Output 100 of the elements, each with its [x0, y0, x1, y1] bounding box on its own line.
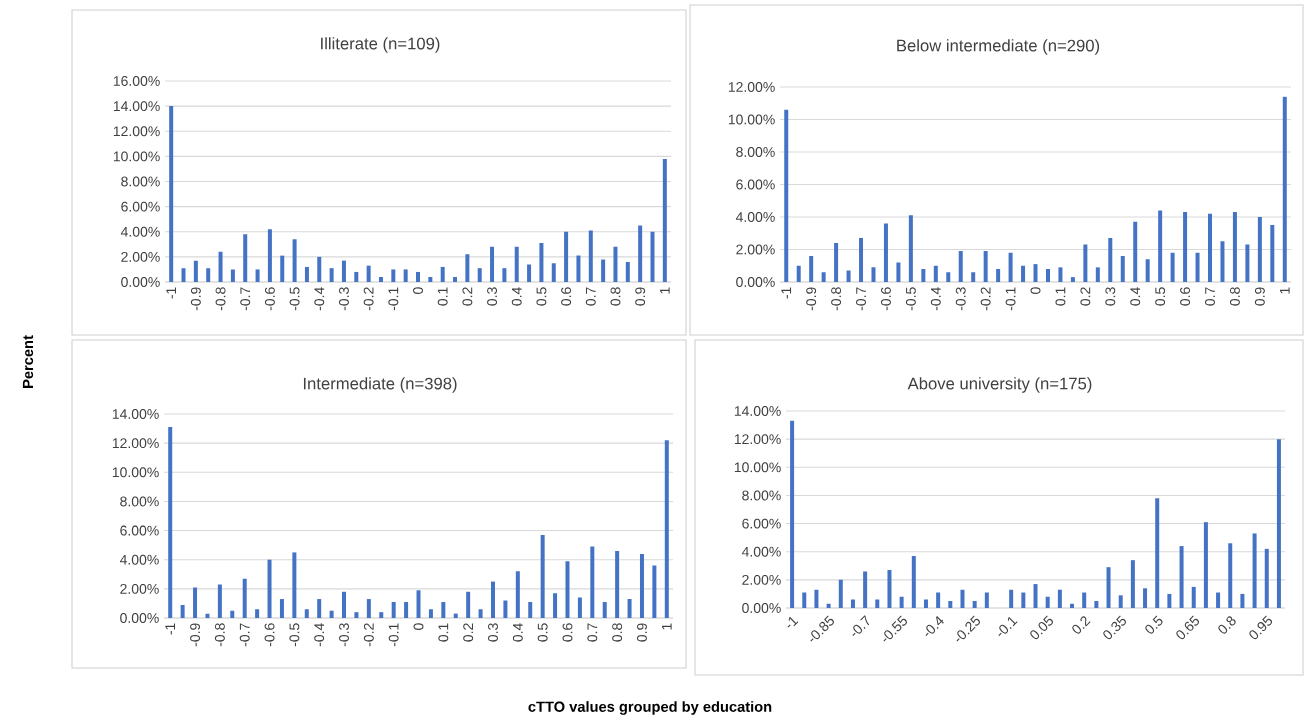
x-tick-label: 0.8	[610, 287, 621, 306]
bar	[539, 243, 544, 282]
bar	[662, 158, 667, 282]
bar	[1170, 252, 1175, 282]
y-tick-label: 16.00%	[113, 76, 160, 86]
bar	[1045, 269, 1050, 282]
x-tick-label: -0.2	[363, 623, 374, 647]
bar	[1252, 533, 1257, 608]
bar	[933, 265, 938, 282]
bar	[1158, 210, 1163, 282]
x-tick-label: -0.5	[289, 623, 300, 647]
y-tick-label: 6.00%	[736, 179, 775, 190]
x-tick-label: -0.7	[240, 287, 251, 311]
x-tick-label: -0.3	[339, 623, 349, 647]
bar	[1155, 498, 1160, 608]
bar	[267, 229, 272, 282]
x-tick-label: 0.2	[1072, 616, 1091, 634]
x-tick-label: -0.1	[998, 616, 1018, 636]
x-tick-label: -1	[781, 287, 792, 299]
bar	[972, 600, 977, 608]
x-tick-label: 0.7	[587, 623, 598, 642]
x-tick-label: 0	[1030, 287, 1041, 294]
x-tick-label: 0.4	[1130, 287, 1141, 306]
bar	[490, 581, 495, 618]
bar	[1145, 259, 1150, 282]
x-tick-label: 0.6	[562, 623, 573, 642]
x-tick-label: -0.7	[856, 287, 866, 311]
bar	[181, 268, 186, 282]
bar	[1143, 588, 1148, 608]
bar	[1070, 277, 1075, 282]
bar	[1083, 244, 1088, 282]
x-tick-label: -0.9	[190, 287, 201, 311]
y-tick-label: 6.00%	[120, 525, 159, 536]
x-tick-label: -0.9	[806, 287, 817, 311]
x-tick-label: -0.4	[930, 287, 941, 311]
y-tick-label: 12.00%	[734, 434, 781, 445]
x-tick-label: -1	[787, 616, 799, 628]
bar	[627, 599, 632, 618]
x-tick-label: 0.8	[1229, 287, 1240, 306]
bar	[1167, 593, 1172, 608]
bar	[936, 592, 941, 608]
x-tick-label: -0.7	[852, 615, 870, 636]
bar	[440, 266, 445, 282]
x-tick-label: -0.2	[363, 287, 374, 311]
x-tick-label: -1	[166, 287, 176, 299]
bar	[404, 601, 409, 618]
chart-title: Illiterate (n=109)	[321, 37, 440, 53]
bar	[948, 600, 953, 608]
x-tick-label: -0.7	[239, 623, 250, 647]
y-tick-label: 8.00%	[120, 496, 159, 507]
y-tick-label: 14.00%	[112, 409, 159, 419]
bar	[502, 268, 507, 282]
bar	[625, 261, 630, 282]
x-tick-label: -0.8	[214, 623, 225, 647]
y-tick-label: 0.00%	[120, 613, 159, 623]
x-tick-label: -0.3	[339, 287, 349, 311]
bar	[193, 260, 198, 282]
bar	[601, 259, 606, 282]
bar	[1008, 252, 1013, 282]
bar	[576, 255, 581, 282]
bar	[1257, 217, 1262, 282]
y-tick-label: 8.00%	[736, 147, 775, 157]
bar	[958, 251, 963, 282]
y-tick-label: 6.00%	[742, 518, 781, 529]
y-tick-label: 12.00%	[112, 438, 159, 449]
bar	[790, 420, 795, 608]
x-tick-label: -0.5	[289, 287, 300, 311]
y-tick-label: 12.00%	[728, 82, 775, 92]
bar	[1130, 560, 1135, 608]
bar	[217, 584, 222, 618]
x-tick-label: -0.5	[905, 287, 916, 311]
chart-title: Intermediate (n=398)	[303, 377, 457, 393]
bar	[1070, 603, 1075, 608]
bar	[1133, 221, 1138, 282]
bar	[1282, 96, 1287, 282]
bar	[639, 553, 644, 618]
bar	[1033, 584, 1038, 608]
bar	[1220, 241, 1225, 282]
bar	[871, 267, 876, 282]
bar	[1033, 264, 1038, 282]
x-tick-label: -0.6	[881, 287, 891, 311]
y-tick-label: 6.00%	[121, 201, 160, 212]
bar	[883, 223, 888, 282]
bar	[1232, 212, 1237, 282]
x-tick-label: 0.3	[1105, 287, 1116, 306]
bar	[602, 601, 607, 618]
bar	[218, 251, 223, 282]
bar	[1191, 586, 1196, 608]
chart-title: Below intermediate (n=290)	[897, 39, 1100, 55]
bar	[911, 555, 916, 608]
x-tick-label: -0.1	[1005, 287, 1016, 311]
bar	[391, 601, 396, 618]
bar	[267, 559, 272, 618]
bar	[514, 246, 519, 282]
bar	[304, 609, 309, 618]
x-tick-label: 1	[662, 623, 672, 630]
bar	[1264, 548, 1269, 608]
x-tick-label: 0.8	[1218, 616, 1236, 634]
bar	[378, 276, 383, 282]
bar	[453, 276, 458, 282]
